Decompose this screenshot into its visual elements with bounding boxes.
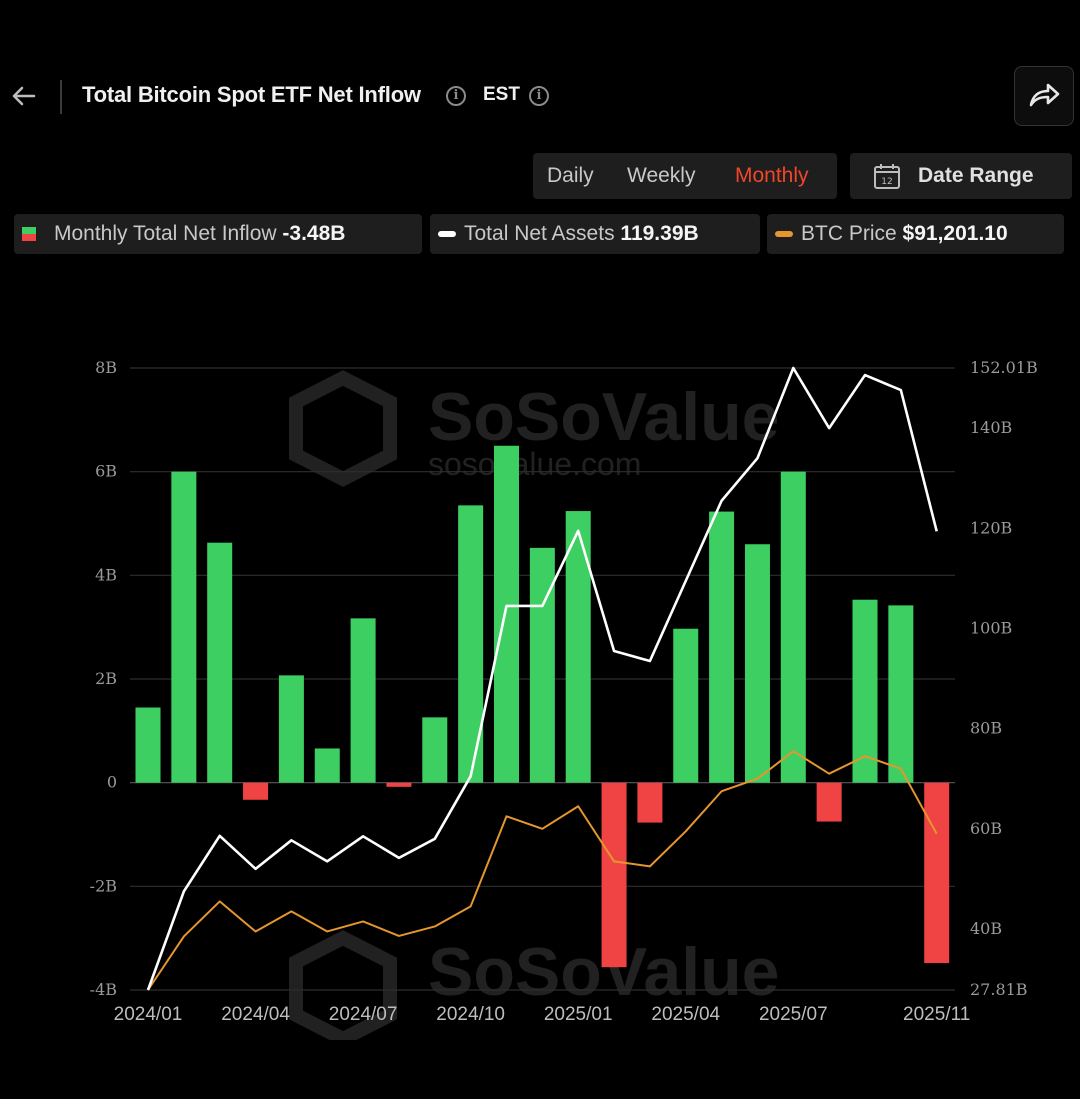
- inflow-bar: [135, 707, 161, 783]
- legend-total-net-assets-value: 119.39B: [620, 222, 699, 245]
- tab-monthly[interactable]: Monthly: [735, 164, 809, 187]
- etf-inflow-chart: SoSoValue sosovalue.com SoSoValue 8B6B4B…: [90, 358, 1038, 1040]
- legend-total-net-assets[interactable]: Total Net Assets 119.39B: [430, 214, 760, 254]
- inflow-bar: [744, 544, 770, 783]
- sosovalue-logo-icon: [289, 930, 397, 1040]
- inflow-bar: [350, 618, 376, 783]
- inflow-bar: [852, 599, 878, 783]
- inflow-bar: [278, 675, 304, 783]
- right-tick-label: 120B: [970, 518, 1012, 537]
- back-arrow-icon[interactable]: [8, 80, 40, 112]
- legend-net-inflow-value: -3.48B: [282, 222, 346, 245]
- inflow-bar: [422, 717, 448, 783]
- inflow-bar: [816, 782, 842, 822]
- timezone-info-icon[interactable]: i: [529, 86, 549, 106]
- inflow-bar: [673, 628, 699, 783]
- share-icon: [1029, 83, 1060, 107]
- legend-btc-price[interactable]: BTC Price $91,201.10: [767, 214, 1064, 254]
- x-tick-label: 2025/01: [544, 1004, 613, 1025]
- right-tick-label: 27.81B: [970, 980, 1028, 999]
- inflow-bar: [171, 471, 197, 783]
- green-red-square-icon: [22, 227, 36, 241]
- header-bar: Total Bitcoin Spot ETF Net Inflow i EST …: [0, 66, 1080, 128]
- x-tick-label: 2024/01: [114, 1004, 183, 1025]
- inflow-bar: [529, 547, 555, 783]
- page-title: Total Bitcoin Spot ETF Net Inflow: [82, 82, 421, 107]
- watermark-url: sosovalue.com: [428, 446, 641, 482]
- calendar-day-text: 12: [881, 177, 892, 187]
- white-line-icon: [438, 231, 456, 237]
- right-tick-label: 140B: [970, 418, 1012, 437]
- left-tick-label: -2B: [90, 876, 117, 895]
- x-tick-label: 2025/11: [903, 1004, 970, 1025]
- date-range-label: Date Range: [918, 164, 1034, 187]
- legend-net-inflow[interactable]: Monthly Total Net Inflow -3.48B: [14, 214, 422, 254]
- right-tick-label: 40B: [970, 919, 1002, 938]
- inflow-bar: [386, 782, 412, 787]
- header-divider: [60, 80, 62, 114]
- x-tick-label: 2025/07: [759, 1004, 828, 1025]
- right-tick-label: 80B: [970, 719, 1002, 738]
- right-axis: 152.01B 140B 120B 100B 80B 60B 40B 27.81B: [970, 358, 1038, 999]
- left-tick-label: 8B: [95, 358, 117, 377]
- right-tick-label: 152.01B: [970, 358, 1038, 377]
- x-tick-label: 2024/04: [221, 1004, 290, 1025]
- calendar-icon: 12: [874, 164, 900, 189]
- inflow-bar: [314, 748, 340, 783]
- info-icon[interactable]: i: [446, 86, 466, 106]
- period-selector: Daily Weekly Monthly: [533, 153, 837, 199]
- legend-btc-price-value: $91,201.10: [902, 222, 1008, 245]
- right-tick-label: 60B: [970, 819, 1002, 838]
- x-tick-label: 2024/10: [436, 1004, 505, 1025]
- inflow-bar: [888, 605, 914, 783]
- tab-weekly[interactable]: Weekly: [627, 164, 696, 187]
- left-axis: 8B 6B 4B 2B 0 -2B -4B: [90, 358, 117, 999]
- date-range-button[interactable]: 12 Date Range: [850, 153, 1072, 199]
- x-tick-label: 2025/04: [651, 1004, 720, 1025]
- legend-total-net-assets-label: Total Net Assets: [464, 222, 615, 245]
- share-button[interactable]: [1014, 66, 1074, 126]
- inflow-bar: [780, 471, 806, 783]
- lines-layer: [146, 366, 938, 991]
- timezone-label: EST: [483, 84, 520, 105]
- right-tick-label: 100B: [970, 618, 1012, 637]
- orange-line-icon: [775, 231, 793, 237]
- x-axis: 2024/01 2024/04 2024/07 2024/10 2025/01 2025/…: [114, 1004, 971, 1025]
- inflow-bar: [709, 511, 735, 783]
- legend-net-inflow-label: Monthly Total Net Inflow: [54, 222, 277, 245]
- legend-btc-price-label: BTC Price: [801, 222, 897, 245]
- left-tick-label: 6B: [95, 462, 117, 481]
- inflow-bar: [458, 505, 484, 783]
- net-inflow-bars: [135, 445, 950, 968]
- inflow-bar: [207, 542, 233, 783]
- total-net-assets-line: [146, 366, 938, 991]
- inflow-bar: [243, 782, 269, 800]
- left-tick-label: -4B: [90, 980, 117, 999]
- inflow-bar: [637, 782, 663, 823]
- left-tick-label: 0: [107, 773, 117, 792]
- inflow-bar: [494, 445, 519, 783]
- inflow-bar: [601, 782, 627, 968]
- inflow-bar: [924, 782, 950, 964]
- btc-price-line: [147, 750, 938, 991]
- left-tick-label: 2B: [95, 669, 117, 688]
- left-tick-label: 4B: [95, 565, 117, 584]
- sosovalue-logo-icon: [289, 370, 397, 487]
- watermark-brand: SoSoValue: [428, 379, 779, 455]
- tab-daily[interactable]: Daily: [547, 164, 594, 187]
- x-tick-label: 2024/07: [329, 1004, 398, 1025]
